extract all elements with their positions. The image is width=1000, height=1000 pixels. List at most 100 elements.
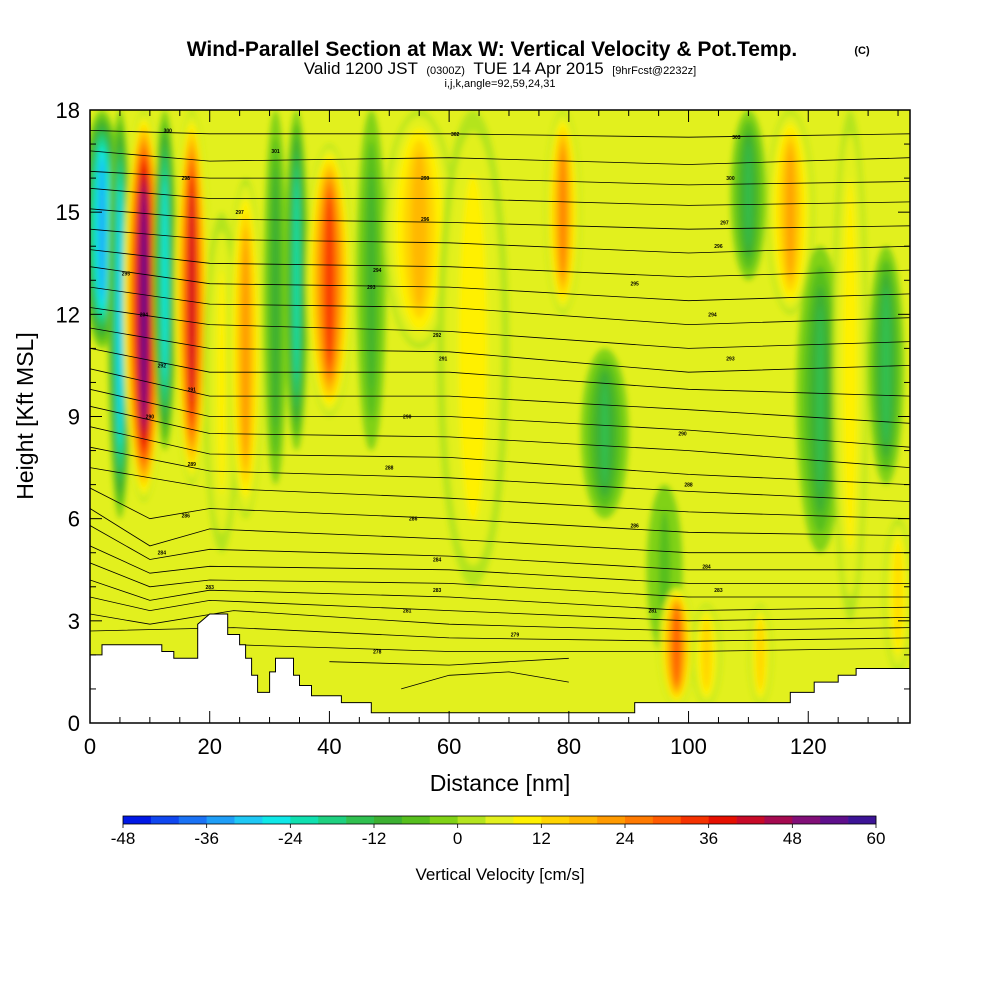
w-shell xyxy=(273,180,278,415)
isentrope-label: 293 xyxy=(726,357,735,363)
isentrope-label: 295 xyxy=(630,282,639,288)
w-shell xyxy=(846,201,854,529)
isentrope-line xyxy=(90,187,910,206)
w-column xyxy=(263,110,288,485)
isentrope-line xyxy=(90,266,910,302)
isentrope-label: 278 xyxy=(373,649,382,655)
colorbar-tick-label: -12 xyxy=(362,829,387,848)
w-shell xyxy=(99,160,104,298)
potential-temperature-contours xyxy=(90,110,910,690)
w-shell xyxy=(294,179,299,381)
colorbar-swatch xyxy=(457,816,486,824)
isentrope-label: 294 xyxy=(708,312,717,318)
colorbar: -48 -36 -24 -12 0 12 24 36 48 60 xyxy=(111,815,885,848)
colorbar-swatch xyxy=(234,816,263,824)
colorbar-swatch xyxy=(429,816,458,824)
subtitle-valid: Valid 1200 JST xyxy=(304,59,418,78)
colorbar-swatch xyxy=(513,816,542,824)
colorbar-swatch xyxy=(290,816,319,824)
chart-subtitle: Valid 1200 JST (0300Z) TUE 14 Apr 2015 [… xyxy=(304,59,696,78)
potential-temperature-labels: 300 301 302 303 298 297 299 300 296 297 295 294 296 2… xyxy=(122,128,741,655)
colorbar-swatch xyxy=(680,816,709,824)
colorbar-swatch xyxy=(820,816,849,824)
isentrope-line xyxy=(90,327,910,373)
isentrope-label: 284 xyxy=(702,564,711,570)
isentrope-line xyxy=(90,249,910,278)
w-shell xyxy=(243,247,248,450)
chart-title-mark: (C) xyxy=(854,45,870,57)
w-column xyxy=(832,110,869,621)
w-shell xyxy=(560,152,565,273)
w-column xyxy=(227,178,264,519)
isentrope-label: 290 xyxy=(678,432,687,438)
chart-info-line: i,j,k,angle=92,59,24,31 xyxy=(444,78,555,90)
w-column xyxy=(730,110,767,281)
isentrope-line xyxy=(90,130,910,138)
w-column xyxy=(796,246,845,553)
isentrope-line xyxy=(90,228,910,254)
colorbar-swatch xyxy=(178,816,207,824)
colorbar-swatch xyxy=(625,816,654,824)
w-column xyxy=(356,110,387,451)
colorbar-tick-label: -36 xyxy=(194,829,219,848)
w-shell xyxy=(327,201,332,359)
isentrope-line xyxy=(90,545,910,584)
isentrope-line xyxy=(90,508,910,554)
isentrope-line xyxy=(90,150,910,165)
colorbar-tick-label: 48 xyxy=(783,829,802,848)
colorbar-swatch xyxy=(652,816,682,824)
isentrope-label: 284 xyxy=(158,551,167,557)
w-column xyxy=(173,110,210,485)
isentrope-label: 281 xyxy=(648,609,657,615)
isentrope-line xyxy=(90,307,910,349)
isentrope-label: 286 xyxy=(409,517,418,523)
y-tick-label: 0 xyxy=(68,711,80,736)
colorbar-tick-label: -48 xyxy=(111,829,136,848)
isentrope-label: 283 xyxy=(206,585,215,591)
w-column xyxy=(437,110,509,587)
w-column xyxy=(284,110,309,451)
w-shell xyxy=(704,623,709,687)
isentrope-line xyxy=(90,368,910,424)
isentrope-line xyxy=(90,596,910,622)
x-tick-label: 40 xyxy=(317,734,341,759)
w-shell xyxy=(415,157,424,301)
isentrope-label: 283 xyxy=(433,588,442,594)
terrain-mask xyxy=(90,613,910,723)
isentrope-label: 301 xyxy=(271,149,280,155)
isentrope-line xyxy=(90,487,910,537)
x-tick-label: 0 xyxy=(84,734,96,759)
w-column xyxy=(383,110,456,349)
w-column xyxy=(691,603,722,706)
isentrope-line xyxy=(90,286,910,326)
isentrope-line xyxy=(90,610,910,632)
w-column xyxy=(305,144,354,417)
x-tick-label: 20 xyxy=(197,734,221,759)
isentrope-label: 297 xyxy=(720,220,729,226)
y-axis-label: Height [Kft MSL] xyxy=(12,332,38,499)
w-column xyxy=(107,110,132,519)
w-shell xyxy=(745,142,751,248)
isentrope-label: 279 xyxy=(511,632,520,638)
isentrope-label: 297 xyxy=(235,210,244,216)
isentrope-line xyxy=(329,657,569,666)
isentrope-line xyxy=(90,388,910,448)
colorbar-swatch xyxy=(597,816,626,824)
y-tick-label: 6 xyxy=(68,507,80,532)
isentrope-label: 288 xyxy=(684,483,693,489)
isentrope-line xyxy=(90,208,910,230)
colorbar-swatch xyxy=(206,816,235,824)
y-tick-label: 18 xyxy=(56,98,80,123)
isentrope-label: 284 xyxy=(433,558,442,564)
w-shell xyxy=(674,611,679,681)
w-column xyxy=(580,348,629,519)
y-tick-label: 9 xyxy=(68,405,80,430)
isentrope-label: 291 xyxy=(188,387,197,393)
isentrope-line xyxy=(90,627,910,642)
isentrope-label: 296 xyxy=(421,217,430,223)
colorbar-tick-label: 12 xyxy=(532,829,551,848)
isentrope-label: 299 xyxy=(421,176,430,182)
w-shell xyxy=(141,194,146,417)
isentrope-line xyxy=(401,671,569,690)
isentrope-label: 294 xyxy=(140,312,149,318)
